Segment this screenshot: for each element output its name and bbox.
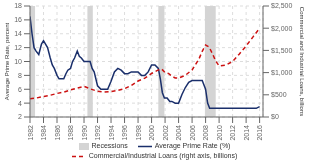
svg-text:2014: 2014 <box>243 125 250 141</box>
svg-text:10: 10 <box>14 58 22 65</box>
svg-text:1986: 1986 <box>54 125 61 141</box>
html-text:Recessions: Recessions <box>91 142 128 149</box>
svg-text:2: 2 <box>18 113 22 120</box>
svg-text:18: 18 <box>14 2 22 9</box>
svg-text:2006: 2006 <box>189 125 196 141</box>
svg-text:4: 4 <box>18 100 22 107</box>
svg-text:1984: 1984 <box>40 125 47 141</box>
svg-text:Commercial and Industrial Loan: Commercial and Industrial Loans, billion… <box>299 7 301 116</box>
svg-text:Average Prime Rate, percent: Average Prime Rate, percent <box>8 23 10 101</box>
svg-text:1988: 1988 <box>67 125 74 141</box>
html-text:Commercial/Industrial Loans (r: Commercial/Industrial Loans (right axis,… <box>88 152 238 159</box>
svg-text:2000: 2000 <box>148 125 155 141</box>
svg-text:1982: 1982 <box>27 125 34 141</box>
svg-text:$2,500: $2,500 <box>271 2 293 9</box>
svg-text:2012: 2012 <box>229 125 236 141</box>
svg-text:1996: 1996 <box>121 125 128 141</box>
html-text:Average Prime Rate (%): Average Prime Rate (%) <box>154 142 231 149</box>
svg-text:2008: 2008 <box>202 125 209 141</box>
svg-text:$0: $0 <box>271 113 279 120</box>
svg-text:6: 6 <box>18 86 22 93</box>
svg-text:2016: 2016 <box>256 125 263 141</box>
svg-text:12: 12 <box>14 44 22 51</box>
svg-text:16: 16 <box>14 16 22 23</box>
svg-text:8: 8 <box>18 72 22 79</box>
svg-text:14: 14 <box>14 30 22 37</box>
svg-text:1994: 1994 <box>108 125 115 141</box>
svg-text:$1,000: $1,000 <box>271 69 293 76</box>
svg-text:1990: 1990 <box>81 125 88 141</box>
svg-text:2004: 2004 <box>175 125 182 141</box>
svg-text:2010: 2010 <box>216 125 223 141</box>
svg-text:$2,000: $2,000 <box>271 25 293 32</box>
svg-text:1998: 1998 <box>135 125 142 141</box>
svg-text:$1,500: $1,500 <box>271 47 293 54</box>
svg-text:1992: 1992 <box>94 125 101 141</box>
svg-text:$500: $500 <box>271 91 287 98</box>
svg-text:2002: 2002 <box>162 125 169 141</box>
